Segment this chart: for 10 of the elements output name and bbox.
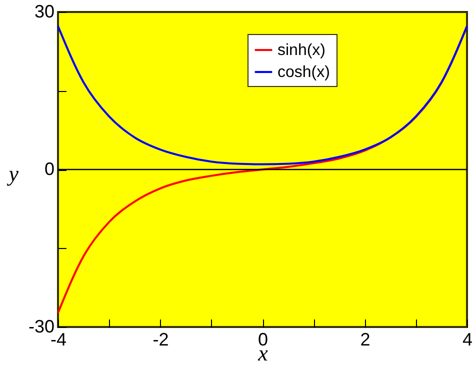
legend-label: cosh(x) (278, 64, 330, 81)
x-tick-label: 4 (462, 330, 473, 350)
line-series (57, 25, 468, 166)
y-axis-title: y (6, 161, 19, 186)
legend-label: sinh(x) (278, 42, 326, 59)
x-tick-label: 2 (360, 330, 370, 350)
y-tick-label: 30 (34, 2, 54, 22)
y-tick-label: 0 (44, 159, 54, 179)
x-tick-label: -2 (152, 330, 169, 350)
y-tick-label: -30 (28, 316, 54, 336)
